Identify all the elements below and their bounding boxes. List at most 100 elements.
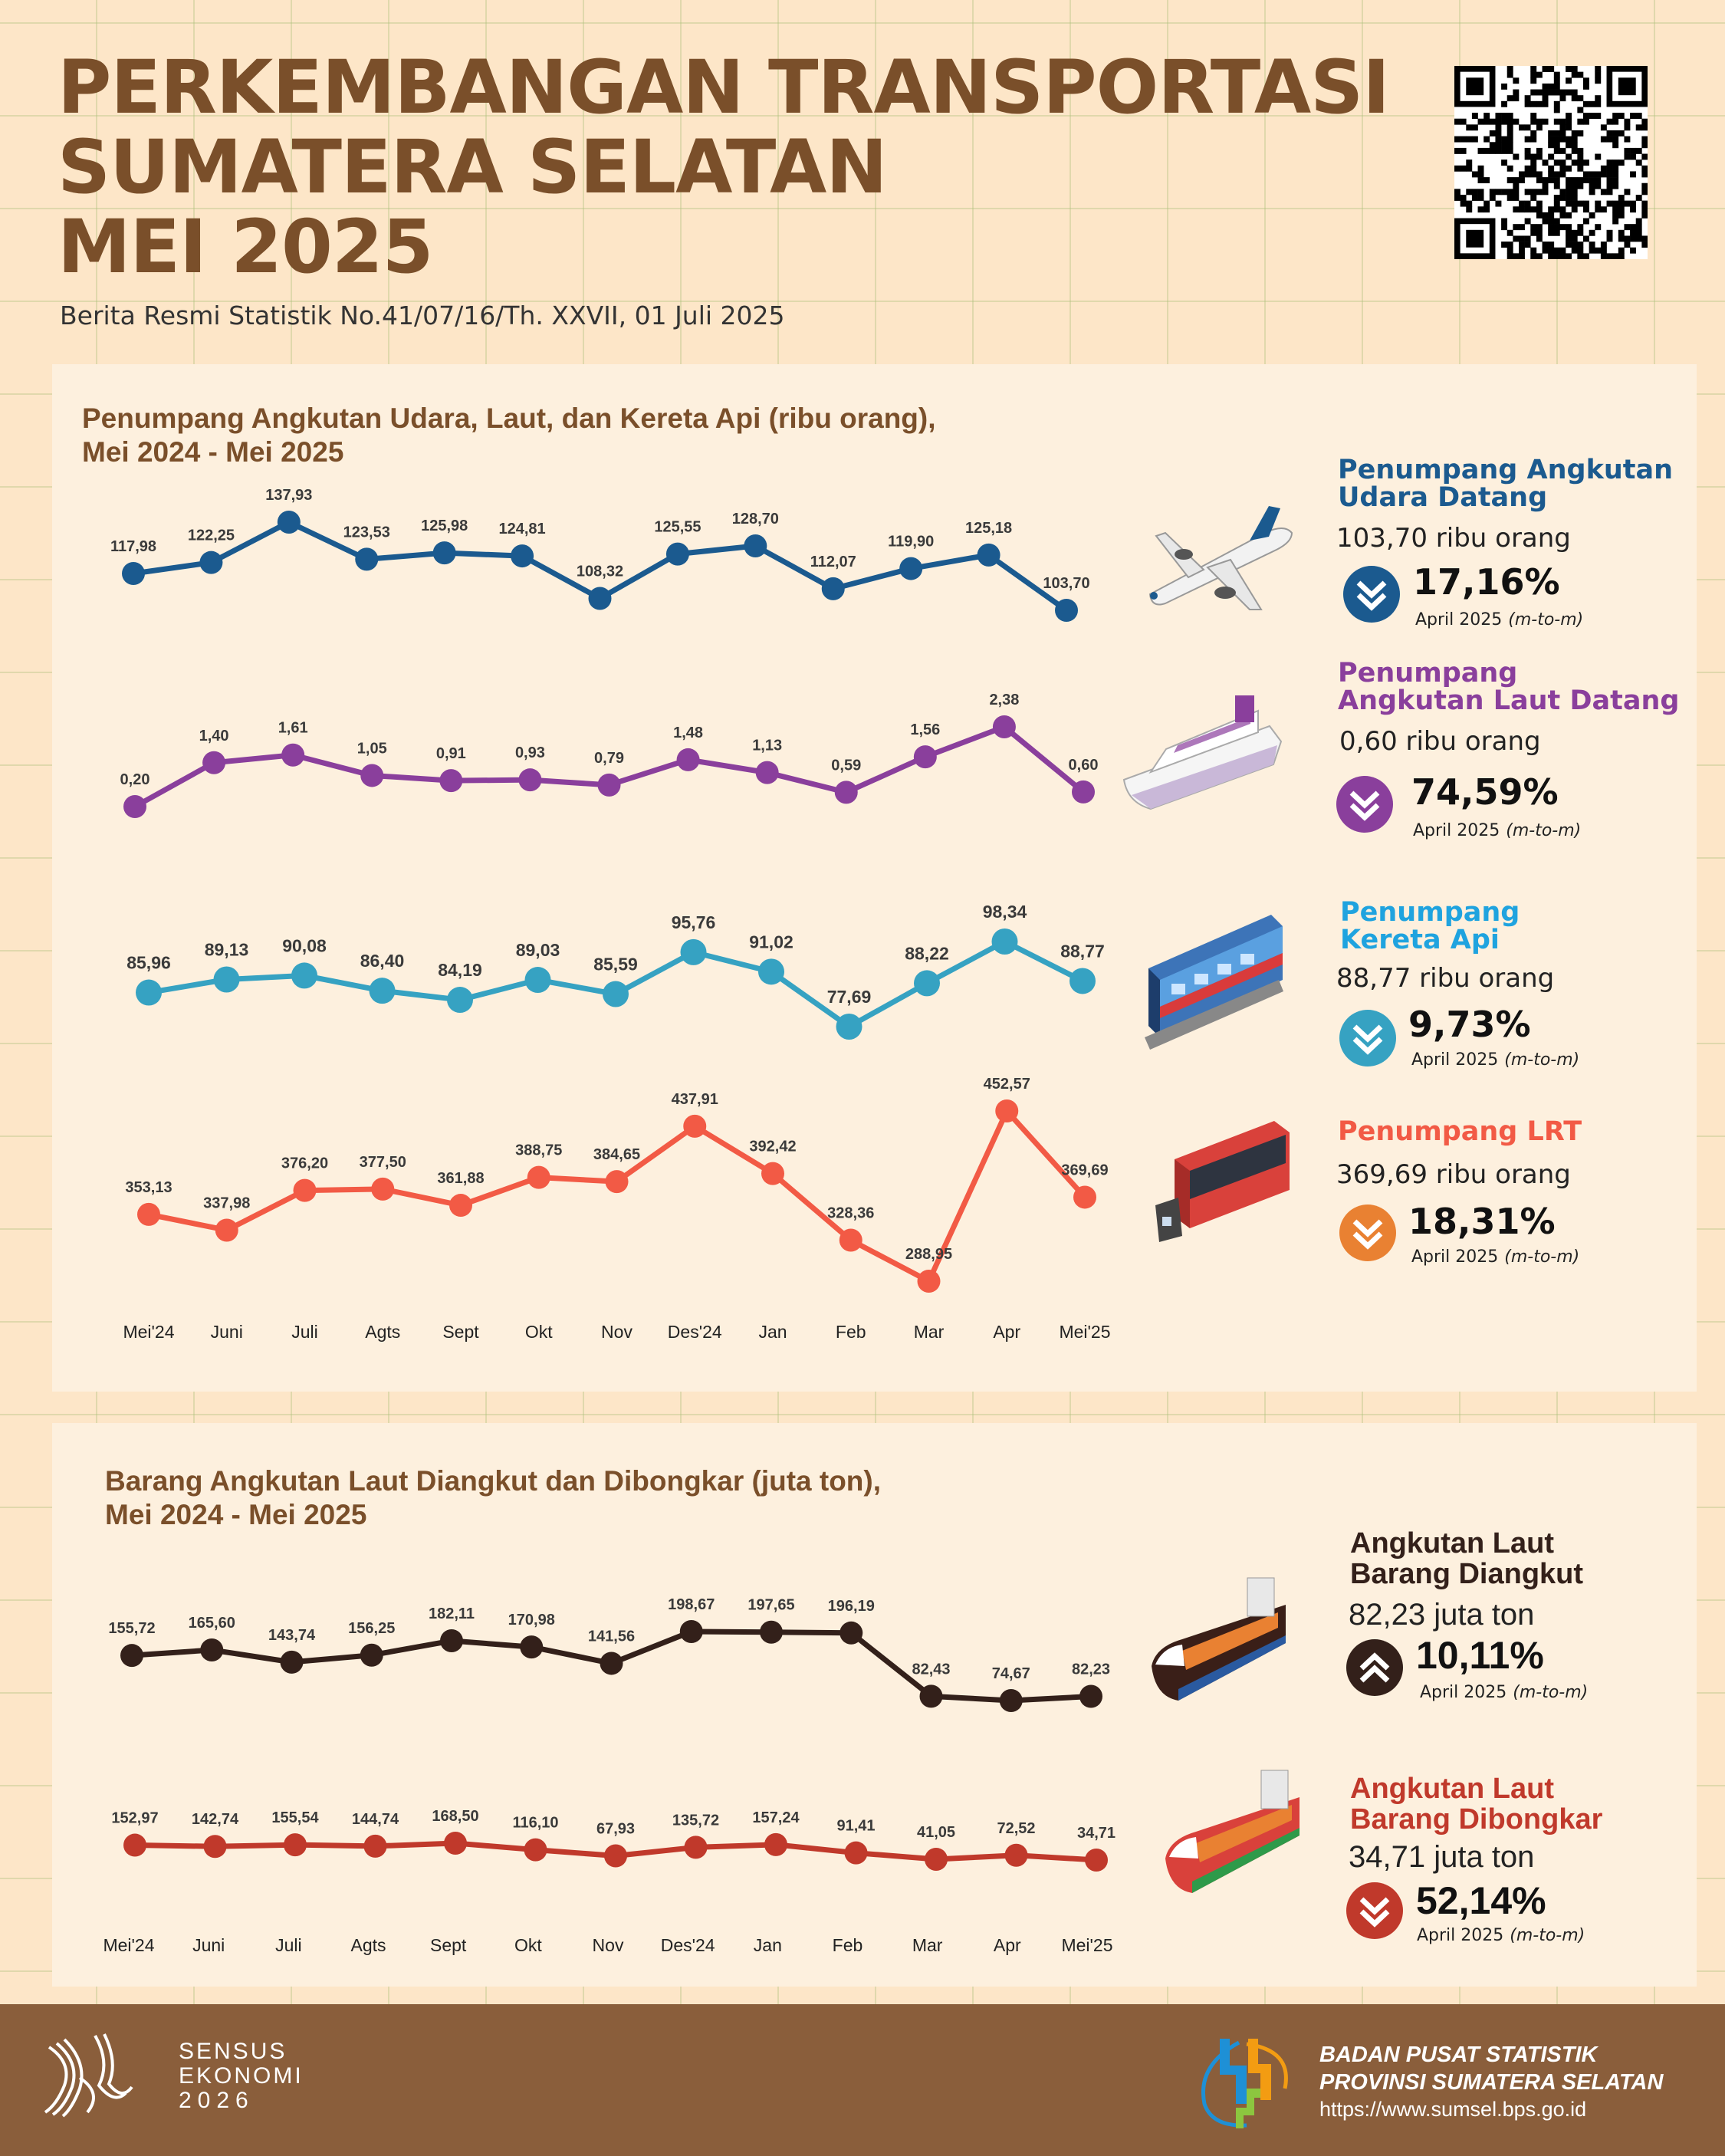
x-axis-tick-label: Mei'24 bbox=[123, 1322, 174, 1342]
lrt-card-title: Penumpang LRT bbox=[1338, 1116, 1582, 1147]
double-chevron-down-icon bbox=[1346, 1882, 1403, 1939]
angkutan-laut-barang-diangkut-point bbox=[679, 1620, 703, 1643]
x-axis-tick-label: Juni bbox=[192, 1935, 225, 1955]
angkutan-laut-barang-dibongkar-data-label: 67,93 bbox=[596, 1821, 635, 1838]
penumpang-lrt-point bbox=[1073, 1185, 1096, 1209]
penumpang-kereta-api-data-label: 77,69 bbox=[827, 987, 872, 1007]
x-axis-tick-label: Agts bbox=[365, 1322, 400, 1342]
loaded-card-title-line2: Barang Diangkut bbox=[1350, 1558, 1584, 1590]
penumpang-angkutan-udara-datang-point bbox=[199, 551, 223, 574]
title-line-3: MEI 2025 bbox=[58, 204, 433, 290]
angkutan-laut-barang-dibongkar-point bbox=[444, 1832, 467, 1855]
penumpang-angkutan-laut-datang-point bbox=[992, 715, 1016, 738]
penumpang-lrt-point bbox=[293, 1178, 317, 1202]
x-axis-tick-label: Juli bbox=[291, 1322, 318, 1342]
bps-logo-icon bbox=[1201, 2039, 1288, 2128]
lrt-card-period: April 2025 (m-to-m) bbox=[1411, 1247, 1579, 1267]
angkutan-laut-barang-dibongkar-point bbox=[604, 1844, 627, 1868]
angkutan-laut-barang-diangkut-data-label: 74,67 bbox=[992, 1665, 1030, 1682]
qr-code-icon[interactable] bbox=[1454, 66, 1648, 260]
bps-website-link[interactable]: https://www.sumsel.bps.go.id bbox=[1319, 2098, 1587, 2121]
penumpang-angkutan-udara-datang-point bbox=[821, 577, 845, 600]
unloaded-card-change: 52,14% bbox=[1416, 1879, 1546, 1922]
x-axis-tick-label: Okt bbox=[525, 1322, 553, 1342]
double-chevron-down-icon bbox=[1336, 776, 1393, 833]
penumpang-angkutan-udara-datang-data-label: 103,70 bbox=[1043, 575, 1089, 592]
angkutan-laut-barang-diangkut-point bbox=[999, 1689, 1023, 1712]
penumpang-kereta-api-point bbox=[291, 962, 317, 989]
angkutan-laut-barang-diangkut-data-label: 197,65 bbox=[748, 1597, 794, 1614]
angkutan-laut-barang-dibongkar-point bbox=[925, 1847, 948, 1871]
penumpang-angkutan-laut-datang-point bbox=[202, 751, 226, 774]
train-card-period: April 2025 (m-to-m) bbox=[1411, 1050, 1579, 1070]
angkutan-laut-barang-dibongkar-point bbox=[1085, 1849, 1108, 1872]
penumpang-angkutan-laut-datang-data-label: 0,59 bbox=[831, 757, 861, 774]
penumpang-lrt-point bbox=[917, 1270, 941, 1293]
penumpang-angkutan-laut-datang-point bbox=[518, 768, 542, 792]
period-label: April 2025 bbox=[1411, 1247, 1499, 1267]
penumpang-angkutan-laut-datang-point bbox=[913, 745, 937, 769]
penumpang-kereta-api-point bbox=[136, 979, 162, 1006]
period-label: April 2025 bbox=[1413, 821, 1500, 840]
penumpang-kereta-api-point bbox=[369, 978, 396, 1004]
penumpang-angkutan-udara-datang-point bbox=[588, 587, 612, 610]
period-label: April 2025 bbox=[1411, 1050, 1499, 1070]
penumpang-angkutan-udara-datang-data-label: 117,98 bbox=[110, 538, 156, 555]
penumpang-lrt-point bbox=[449, 1194, 472, 1218]
angkutan-laut-barang-diangkut-data-label: 170,98 bbox=[508, 1612, 555, 1629]
penumpang-angkutan-udara-datang-data-label: 137,93 bbox=[265, 487, 312, 504]
penumpang-angkutan-laut-datang-data-label: 2,38 bbox=[989, 692, 1019, 708]
unloaded-card-title-line2: Barang Dibongkar bbox=[1350, 1803, 1603, 1836]
loaded-card-title: Angkutan Laut Barang Diangkut bbox=[1350, 1528, 1583, 1589]
penumpang-angkutan-laut-datang-point bbox=[360, 764, 384, 787]
angkutan-laut-barang-dibongkar-point bbox=[764, 1832, 787, 1856]
penumpang-kereta-api-point bbox=[836, 1014, 863, 1040]
penumpang-angkutan-udara-datang-point bbox=[899, 557, 923, 580]
penumpang-angkutan-udara-datang-point bbox=[432, 541, 456, 565]
sea-card-change: 74,59% bbox=[1411, 771, 1559, 813]
goods-panel bbox=[52, 1423, 1697, 1987]
penumpang-angkutan-udara-datang-data-label: 128,70 bbox=[732, 511, 779, 527]
penumpang-angkutan-laut-datang-data-label: 1,56 bbox=[910, 721, 940, 738]
sea-card-value: 0,60 ribu orang bbox=[1339, 726, 1541, 757]
penumpang-angkutan-laut-datang-point bbox=[597, 773, 621, 797]
angkutan-laut-barang-diangkut-point bbox=[919, 1684, 943, 1708]
x-axis-tick-label: Jan bbox=[754, 1935, 782, 1955]
penumpang-lrt-data-label: 452,57 bbox=[984, 1076, 1030, 1093]
penumpang-kereta-api-point bbox=[680, 938, 707, 965]
penumpang-kereta-api-data-label: 85,59 bbox=[593, 955, 638, 974]
census-line-2: EKONOMI bbox=[179, 2063, 304, 2089]
unloaded-card-title: Angkutan Laut Barang Dibongkar bbox=[1350, 1773, 1602, 1835]
penumpang-angkutan-laut-datang-data-label: 0,60 bbox=[1069, 757, 1099, 774]
angkutan-laut-barang-dibongkar-data-label: 41,05 bbox=[917, 1824, 955, 1841]
penumpang-lrt-point bbox=[995, 1099, 1019, 1122]
penumpang-lrt-point bbox=[761, 1162, 784, 1185]
sea-card-period: April 2025 (m-to-m) bbox=[1413, 821, 1581, 840]
penumpang-lrt-data-label: 369,69 bbox=[1061, 1162, 1108, 1178]
x-axis-tick-label: Apr bbox=[993, 1322, 1020, 1342]
footer bbox=[0, 2004, 1725, 2156]
penumpang-angkutan-udara-datang-data-label: 125,98 bbox=[421, 518, 468, 534]
cargo-ship-icon bbox=[1152, 1577, 1286, 1701]
lrt-card-change: 18,31% bbox=[1408, 1201, 1556, 1242]
train-card-value: 88,77 ribu orang bbox=[1336, 963, 1555, 994]
penumpang-kereta-api-point bbox=[524, 967, 551, 994]
penumpang-kereta-api-data-label: 86,40 bbox=[360, 951, 405, 971]
x-axis-tick-label: Nov bbox=[601, 1322, 632, 1342]
angkutan-laut-barang-dibongkar-point bbox=[1004, 1843, 1028, 1867]
penumpang-kereta-api-point bbox=[603, 981, 629, 1007]
penumpang-angkutan-laut-datang-point bbox=[676, 748, 700, 771]
sea-card-title-line2: Angkutan Laut Datang bbox=[1338, 685, 1680, 716]
angkutan-laut-barang-diangkut-data-label: 143,74 bbox=[268, 1627, 316, 1644]
penumpang-lrt-point bbox=[137, 1202, 160, 1226]
x-axis-tick-label: Feb bbox=[836, 1322, 866, 1342]
angkutan-laut-barang-dibongkar-point bbox=[123, 1833, 146, 1857]
x-axis-tick-label: Nov bbox=[593, 1935, 624, 1955]
penumpang-angkutan-udara-datang-data-label: 125,18 bbox=[965, 520, 1012, 537]
angkutan-laut-barang-diangkut-point bbox=[840, 1621, 863, 1645]
angkutan-laut-barang-dibongkar-data-label: 168,50 bbox=[432, 1808, 478, 1825]
angkutan-laut-barang-diangkut-data-label: 82,23 bbox=[1072, 1661, 1110, 1678]
angkutan-laut-barang-dibongkar-point bbox=[363, 1834, 387, 1858]
air-card-title: Penumpang Angkutan Udara Datang bbox=[1338, 456, 1673, 511]
penumpang-angkutan-udara-datang-data-label: 108,32 bbox=[577, 563, 623, 580]
